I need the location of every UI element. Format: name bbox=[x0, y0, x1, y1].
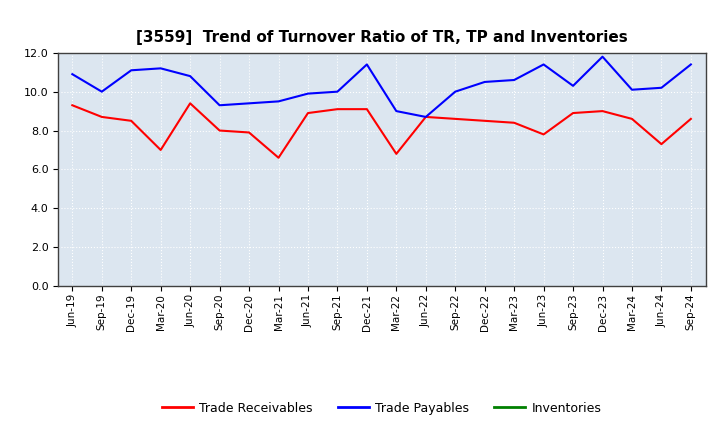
Title: [3559]  Trend of Turnover Ratio of TR, TP and Inventories: [3559] Trend of Turnover Ratio of TR, TP… bbox=[136, 29, 627, 45]
Legend: Trade Receivables, Trade Payables, Inventories: Trade Receivables, Trade Payables, Inven… bbox=[157, 397, 606, 420]
